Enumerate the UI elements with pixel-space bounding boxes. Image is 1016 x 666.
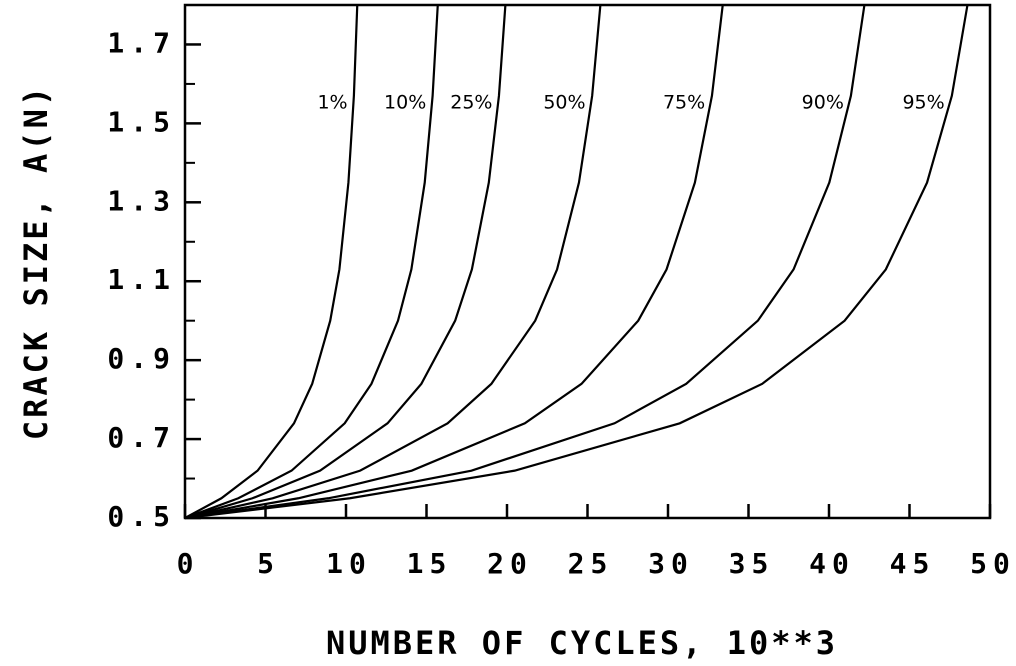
curve-label: 10% (384, 92, 426, 114)
curve (184, 4, 507, 520)
x-tick-label: 20 (487, 547, 533, 580)
plot-frame (183, 3, 992, 520)
y-tick-label: 1.7 (107, 26, 176, 59)
y-tick-label: 1.5 (107, 105, 176, 138)
x-tick-label: 5 (257, 547, 280, 580)
x-tick-label: 50 (970, 547, 1016, 580)
x-tick-label: 15 (407, 547, 453, 580)
curve (184, 4, 969, 520)
curve (184, 4, 724, 520)
curve-label: 50% (543, 92, 585, 114)
curve-label: 75% (663, 92, 705, 114)
x-tick-label: 35 (729, 547, 775, 580)
y-tick-label: 0.5 (107, 500, 176, 533)
x-tick-label: 10 (326, 547, 372, 580)
y-tick-label: 1.1 (107, 263, 176, 296)
curve-label: 1% (317, 92, 347, 114)
curve (184, 4, 866, 520)
curve-label: 95% (902, 92, 944, 114)
y-tick-label: 0.9 (107, 342, 176, 375)
curve (184, 4, 439, 520)
curve (184, 4, 602, 520)
curve (184, 4, 359, 519)
x-tick-label: 25 (568, 547, 614, 580)
x-tick-label: 40 (809, 547, 855, 580)
x-tick-label: 45 (890, 547, 936, 580)
y-tick-label: 0.7 (107, 421, 176, 454)
x-tick-label: 30 (648, 547, 694, 580)
y-tick-label: 1.3 (107, 184, 176, 217)
y-axis-label: CRACK SIZE, A(N) (17, 84, 55, 440)
curve-label: 25% (450, 92, 492, 114)
curve-label: 90% (802, 92, 844, 114)
x-axis-label: NUMBER OF CYCLES, 10**3 (326, 624, 838, 662)
x-tick-label: 0 (177, 547, 200, 580)
